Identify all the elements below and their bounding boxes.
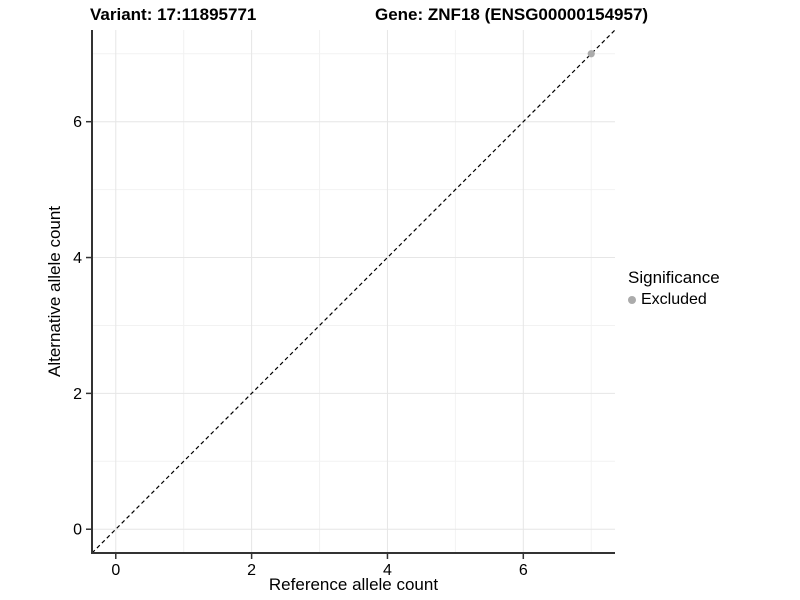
significance-legend: Significance Excluded (628, 267, 720, 309)
x-tick-label: 4 (383, 562, 392, 579)
y-tick-label: 4 (73, 250, 82, 267)
identity-reference-line (91, 29, 616, 554)
legend-item-label: Excluded (641, 291, 707, 308)
gene-title: Gene: ZNF18 (ENSG00000154957) (375, 5, 649, 24)
data-point-excluded (587, 50, 595, 58)
y-tick-label: 6 (73, 114, 82, 131)
x-tick-label: 0 (111, 562, 120, 579)
legend-item-excluded: Excluded (628, 290, 720, 309)
y-axis-title: Alternative allele count (45, 206, 64, 377)
x-tick-label: 2 (247, 562, 256, 579)
x-axis-title: Reference allele count (269, 575, 438, 594)
legend-title: Significance (628, 268, 720, 287)
variant-title: Variant: 17:11895771 (90, 5, 257, 24)
excluded-point-icon (628, 295, 636, 304)
y-tick-label: 2 (73, 386, 82, 403)
y-tick-label: 0 (73, 522, 82, 539)
x-tick-label: 6 (519, 562, 528, 579)
